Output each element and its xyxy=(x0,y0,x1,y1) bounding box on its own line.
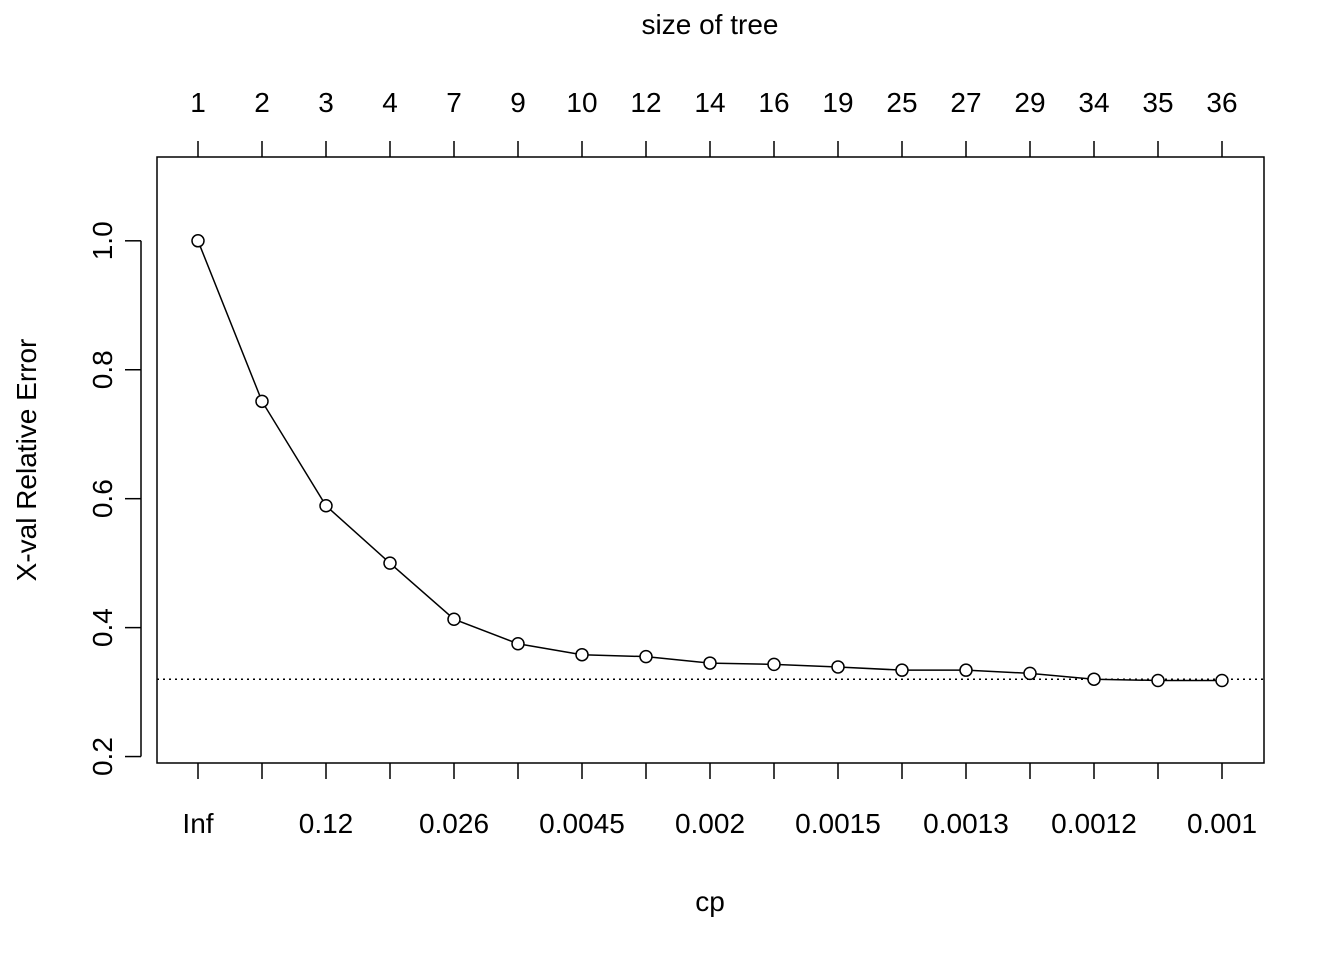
plot-frame xyxy=(156,156,1265,764)
top-axis: 1 2 3 4 7 9 10 12 14 16 19 25 27 29 34 35 36 xyxy=(190,87,1238,157)
top-tick-label: 4 xyxy=(382,87,398,118)
top-tick-label: 29 xyxy=(1014,87,1045,118)
top-tick-label: 2 xyxy=(254,87,270,118)
data-point xyxy=(767,657,781,672)
bottom-tick-label: 0.12 xyxy=(299,808,354,839)
data-point xyxy=(319,499,333,513)
data-point xyxy=(895,663,909,677)
top-tick-label: 1 xyxy=(190,87,206,118)
left-axis: 0.2 0.4 0.6 0.8 1.0 xyxy=(87,221,142,776)
y-tick-label: 0.4 xyxy=(87,608,118,647)
bottom-tick-label: 0.0045 xyxy=(539,808,625,839)
y-tick-label: 0.8 xyxy=(87,350,118,389)
bottom-tick-label: 0.0015 xyxy=(795,808,881,839)
y-axis-title: X-val Relative Error xyxy=(11,339,42,582)
top-tick-label: 36 xyxy=(1206,87,1237,118)
data-point xyxy=(383,556,397,570)
top-tick-label: 19 xyxy=(822,87,853,118)
top-axis-title: size of tree xyxy=(642,9,779,40)
series-group xyxy=(191,234,1229,688)
top-tick-label: 34 xyxy=(1078,87,1109,118)
data-point xyxy=(1151,673,1165,688)
bottom-tick-label: 0.0012 xyxy=(1051,808,1137,839)
top-tick-label: 25 xyxy=(886,87,917,118)
top-tick-label: 3 xyxy=(318,87,334,118)
top-tick-label: 27 xyxy=(950,87,981,118)
bottom-tick-label: Inf xyxy=(182,808,213,839)
data-point xyxy=(1215,673,1229,688)
top-tick-label: 7 xyxy=(446,87,462,118)
y-tick-label: 0.6 xyxy=(87,479,118,518)
bottom-tick-label: 0.002 xyxy=(675,808,745,839)
top-tick-label: 12 xyxy=(630,87,661,118)
data-point xyxy=(447,612,461,626)
y-tick-label: 0.2 xyxy=(87,737,118,776)
x-axis-title: cp xyxy=(695,886,725,917)
bottom-tick-label: 0.001 xyxy=(1187,808,1257,839)
top-tick-label: 9 xyxy=(510,87,526,118)
top-tick-label: 10 xyxy=(566,87,597,118)
top-tick-label: 35 xyxy=(1142,87,1173,118)
data-point xyxy=(831,660,845,674)
y-tick-label: 1.0 xyxy=(87,221,118,260)
error-line xyxy=(197,240,1222,682)
bottom-tick-label: 0.026 xyxy=(419,808,489,839)
data-point xyxy=(511,636,525,651)
data-point xyxy=(703,656,717,670)
data-point xyxy=(959,663,973,677)
top-tick-label: 16 xyxy=(758,87,789,118)
data-point xyxy=(191,234,205,248)
data-point xyxy=(1087,672,1101,686)
data-point xyxy=(255,394,269,409)
bottom-tick-label: 0.0013 xyxy=(923,808,1009,839)
top-tick-label: 14 xyxy=(694,87,725,118)
bottom-axis: Inf 0.12 0.026 0.0045 0.002 0.0015 0.0013 0.001… xyxy=(182,763,1257,839)
data-point xyxy=(575,647,589,662)
data-point xyxy=(639,649,653,664)
data-point xyxy=(1023,666,1037,681)
